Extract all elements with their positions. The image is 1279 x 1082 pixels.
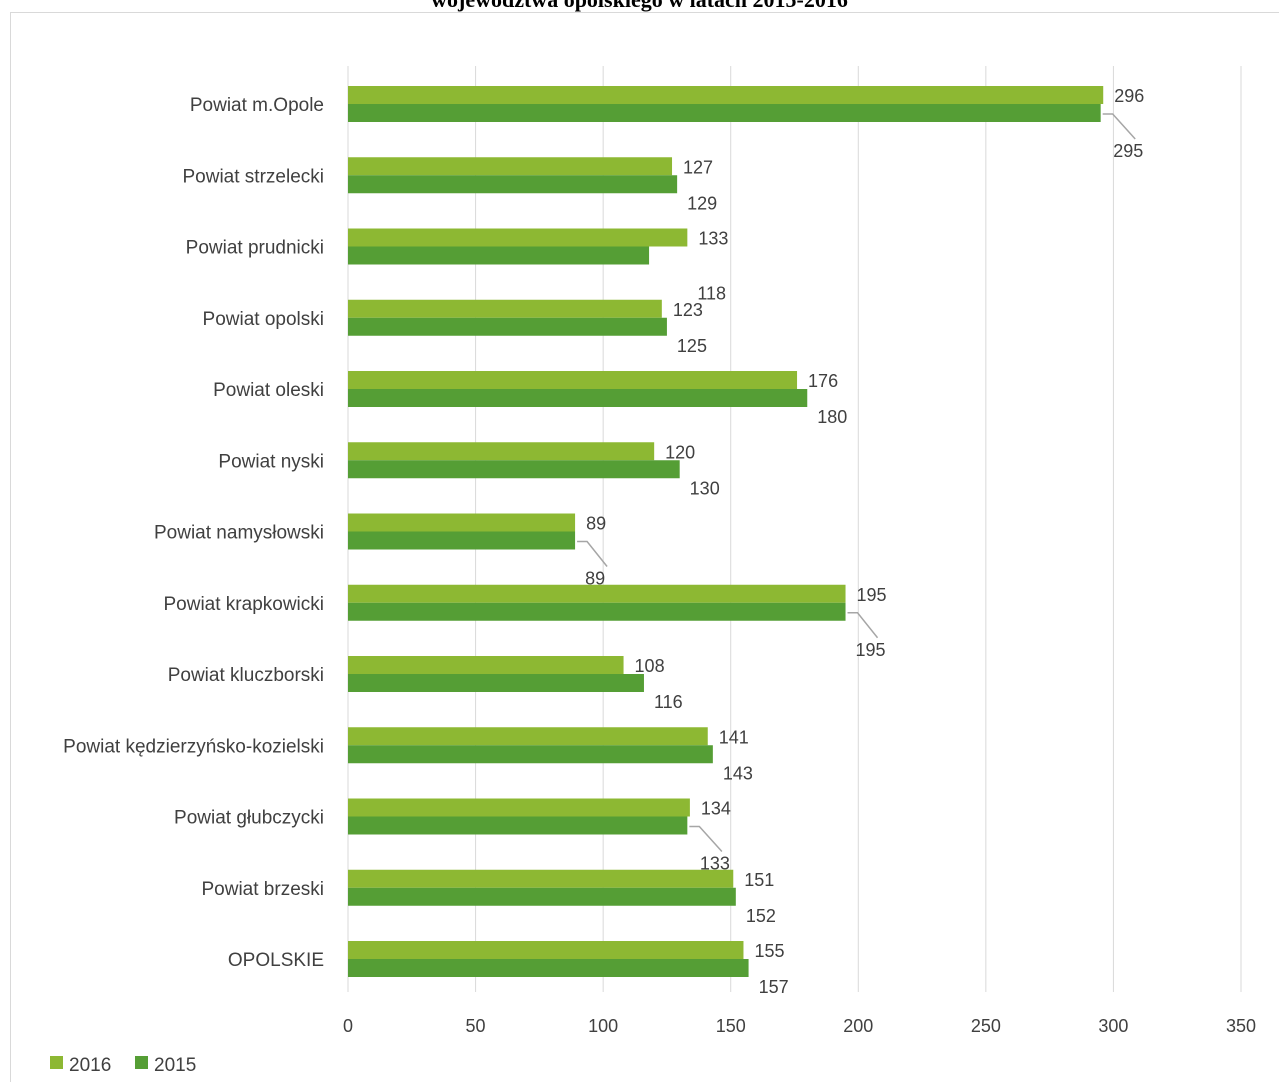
leader-line-2015	[577, 540, 608, 567]
data-label-2016: 296	[1114, 86, 1144, 106]
data-label-2015: 130	[690, 478, 720, 498]
leader-line-2015	[847, 612, 879, 639]
bar-2016	[348, 157, 673, 176]
x-tick-labels: 0 50 100 150 200 250 300 350	[343, 1016, 1256, 1036]
bar-2016	[348, 656, 624, 674]
category-label: Powiat m.Opole	[190, 95, 324, 116]
data-label-2016: 89	[586, 514, 606, 534]
legend-label-2015: 2015	[154, 1055, 196, 1076]
bar-2015	[348, 246, 650, 265]
gridlines	[347, 66, 1242, 992]
x-tick-label: 200	[843, 1016, 873, 1036]
data-label-2015: 89	[585, 569, 605, 589]
x-tick-label: 0	[343, 1016, 353, 1036]
data-label-2015: 295	[1113, 141, 1143, 161]
data-label-2015: 116	[654, 692, 683, 712]
data-label-2016: 141	[719, 727, 749, 747]
category-label: Powiat strzelecki	[183, 166, 325, 187]
bar-2016	[348, 941, 744, 959]
bar-2015	[348, 674, 644, 692]
bar-2015	[348, 531, 576, 550]
bar-2016	[348, 727, 708, 746]
chart-frame	[10, 12, 1279, 1082]
x-tick-label: 50	[466, 1016, 486, 1036]
bar-2016	[348, 584, 846, 603]
data-label-2016: 108	[635, 656, 665, 676]
category-label: Powiat prudnicki	[186, 238, 324, 259]
category-label: Powiat opolski	[203, 309, 324, 330]
data-label-2015: 180	[817, 407, 847, 427]
data-label-2015: 195	[856, 640, 886, 660]
bar-2016	[348, 798, 690, 817]
bar-2015	[348, 104, 1101, 122]
bar-2015	[348, 887, 736, 906]
x-tick-label: 350	[1226, 1016, 1256, 1036]
bar-2015	[348, 389, 808, 407]
legend-swatch-2016	[50, 1056, 63, 1069]
bar-2015	[348, 175, 678, 194]
bar-2015	[348, 745, 713, 764]
bars	[348, 86, 1104, 977]
data-label-2016: 155	[754, 941, 784, 961]
bar-2016	[348, 869, 734, 888]
bar-2015	[348, 460, 680, 479]
data-label-2016: 151	[744, 870, 774, 890]
category-label: Powiat głubczycki	[174, 808, 324, 829]
data-label-2016: 176	[808, 371, 838, 391]
data-label-2016: 134	[701, 799, 731, 819]
bar-2016	[348, 86, 1104, 104]
leader-line-2015	[689, 825, 723, 853]
category-label: Powiat nyski	[218, 451, 324, 472]
bar-2015	[348, 959, 749, 977]
category-label: Powiat kędzierzyńsko-kozielski	[63, 736, 324, 757]
leader-line-2015	[1102, 113, 1136, 140]
category-label: Powiat oleski	[213, 380, 324, 401]
bar-2016	[348, 228, 688, 247]
leader-lines	[577, 113, 1136, 853]
x-tick-label: 250	[971, 1016, 1001, 1036]
category-label: Powiat kluczborski	[168, 665, 324, 686]
data-label-2015: 157	[759, 977, 789, 997]
data-label-2015: 152	[746, 906, 776, 926]
bar-2015	[348, 602, 846, 621]
chart-title: województwa opolskiego w latach 2015-201…	[0, 0, 1279, 13]
bar-2016	[348, 299, 662, 318]
data-label-2016: 123	[673, 300, 703, 320]
legend-label-2016: 2016	[69, 1055, 111, 1076]
bar-2015	[348, 816, 688, 835]
x-tick-label: 100	[588, 1016, 618, 1036]
bar-2016	[348, 513, 576, 532]
category-label: OPOLSKIE	[228, 950, 324, 971]
category-labels: Powiat m.Opole Powiat strzelecki Powiat pr…	[63, 95, 324, 971]
data-label-2016: 195	[857, 585, 887, 605]
bar-2016	[348, 442, 655, 461]
category-label: Powiat brzeski	[202, 879, 325, 900]
data-label-2015: 143	[723, 763, 753, 783]
data-label-2016: 120	[665, 442, 695, 462]
bar-2016	[348, 371, 798, 389]
legend: 2016 2015	[50, 1055, 196, 1076]
x-tick-label: 300	[1098, 1016, 1128, 1036]
category-label: Powiat krapkowicki	[164, 594, 325, 615]
category-label: Powiat namysłowski	[154, 523, 324, 544]
legend-swatch-2015	[135, 1056, 148, 1069]
data-label-2016: 133	[698, 229, 728, 249]
data-label-2015: 125	[677, 336, 707, 356]
data-label-2016: 127	[683, 157, 713, 177]
bar-2015	[348, 317, 667, 336]
data-label-2015: 133	[700, 854, 730, 874]
data-label-2015: 118	[697, 284, 726, 304]
x-tick-label: 150	[716, 1016, 746, 1036]
data-label-2015: 129	[687, 193, 717, 213]
